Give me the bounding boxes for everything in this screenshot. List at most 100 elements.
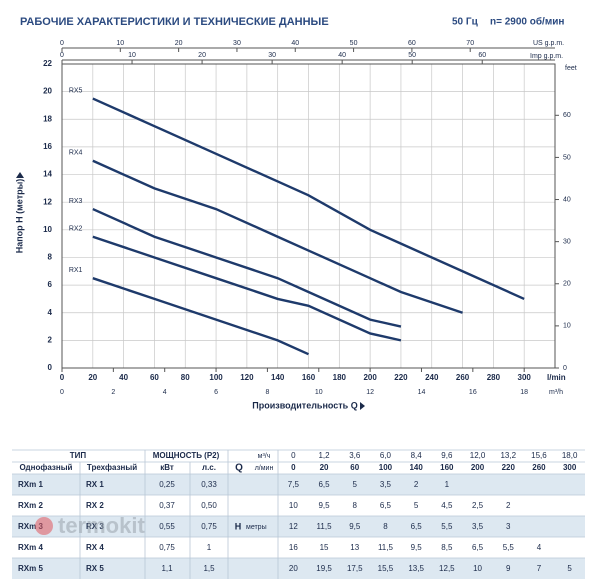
td: 3,5 (472, 522, 484, 531)
x-tick-label: 140 (271, 373, 285, 382)
td: 3,6 (349, 451, 361, 460)
td: 1 (445, 480, 450, 489)
x-tick-label: 300 (518, 373, 532, 382)
td: 6,5 (472, 543, 484, 552)
tick-label: 16 (469, 389, 477, 396)
tick-label: 10 (315, 389, 323, 396)
td: 7 (537, 564, 542, 573)
axis-label: Imp g.p.m. (530, 53, 563, 60)
td: RXm 3 (18, 522, 43, 531)
x-axis-title: Производительность Q (252, 400, 357, 410)
th: кВт (160, 463, 174, 472)
tick-label: 0 (60, 40, 64, 47)
tick-label: 12 (366, 389, 374, 396)
tick-label: 70 (466, 40, 474, 47)
td: RXm 4 (18, 543, 43, 552)
tick-label: 10 (116, 40, 124, 47)
plot-frame (61, 63, 556, 369)
tick-label: 14 (418, 389, 426, 396)
tick-label: 40 (338, 52, 346, 59)
td: 100 (379, 463, 393, 472)
series-line (92, 235, 402, 342)
tick-label: 60 (563, 112, 571, 119)
x-tick-label: 220 (394, 373, 408, 382)
td: 12,5 (439, 564, 455, 573)
td: 3 (506, 522, 511, 531)
th: метры (246, 524, 267, 531)
tick-label: 30 (268, 52, 276, 59)
td: 300 (563, 463, 577, 472)
y-tick-label: 22 (43, 59, 52, 68)
td: 2 (506, 501, 511, 510)
th: м³/ч (258, 453, 271, 460)
td: 6,5 (380, 501, 392, 510)
x-tick-label: 20 (88, 373, 97, 382)
y-tick-label: 14 (43, 170, 52, 179)
td: 5,5 (503, 543, 515, 552)
td: 6,5 (411, 522, 423, 531)
td: 0 (291, 463, 296, 472)
td: 11,5 (378, 543, 394, 552)
page-title: РАБОЧИЕ ХАРАКТЕРИСТИКИ И ТЕХНИЧЕСКИЕ ДАН… (20, 16, 329, 28)
td: 6,0 (380, 451, 392, 460)
td: 5 (414, 501, 419, 510)
y-tick-label: 20 (43, 87, 52, 96)
tick-label: 0 (60, 389, 64, 396)
td: 6,5 (318, 480, 330, 489)
y-tick-label: 4 (48, 308, 53, 317)
td: 12,0 (470, 451, 486, 460)
tick-label: 40 (563, 196, 571, 203)
td: RX 1 (86, 480, 104, 489)
td: 8 (353, 501, 358, 510)
axis-label: m³/h (549, 389, 563, 396)
tick-label: 50 (563, 154, 571, 161)
td: 3,5 (380, 480, 392, 489)
td: 220 (502, 463, 516, 472)
x-tick-label: 0 (60, 373, 65, 382)
tick-label: 20 (198, 52, 206, 59)
table-lines (12, 449, 585, 579)
tick-label: 60 (478, 52, 486, 59)
tick-label: 20 (563, 281, 571, 288)
td: 9,5 (349, 522, 361, 531)
x-tick-label: 120 (240, 373, 254, 382)
td: 4,5 (441, 501, 453, 510)
tick-label: 40 (291, 40, 299, 47)
td: 0,75 (159, 543, 175, 552)
td: 0,33 (201, 480, 217, 489)
tick-label: 30 (233, 40, 241, 47)
series-line (92, 97, 525, 301)
y-tick-label: 2 (48, 335, 53, 344)
tick-label: 0 (60, 52, 64, 59)
td: 12 (289, 522, 298, 531)
tick-label: 18 (520, 389, 528, 396)
td: 9,5 (318, 501, 330, 510)
tick-label: 8 (265, 389, 269, 396)
td: 10 (289, 501, 298, 510)
td: 8 (383, 522, 388, 531)
series-line (92, 159, 463, 314)
td: RX 5 (86, 564, 104, 573)
x-tick-label: 180 (333, 373, 347, 382)
frequency: 50 Гц (452, 17, 479, 28)
td: 8,4 (411, 451, 423, 460)
x-tick-label: 200 (363, 373, 377, 382)
axis-label: feet (565, 65, 577, 72)
td: 20 (289, 564, 298, 573)
x-tick-label: 260 (456, 373, 470, 382)
td: 0,55 (159, 522, 175, 531)
series-label: RX2 (69, 226, 83, 233)
td: 9,5 (411, 543, 423, 552)
y-tick-label: 6 (48, 280, 53, 289)
td: 13 (350, 543, 359, 552)
tick-label: 50 (350, 40, 358, 47)
tick-label: 30 (563, 238, 571, 245)
th: ТИП (70, 451, 87, 460)
y-tick-label: 10 (43, 225, 52, 234)
td: 9,6 (441, 451, 453, 460)
watermark: termokit (58, 513, 145, 538)
arrow (360, 402, 365, 410)
td: 8,5 (441, 543, 453, 552)
series-label: RX3 (69, 198, 83, 205)
